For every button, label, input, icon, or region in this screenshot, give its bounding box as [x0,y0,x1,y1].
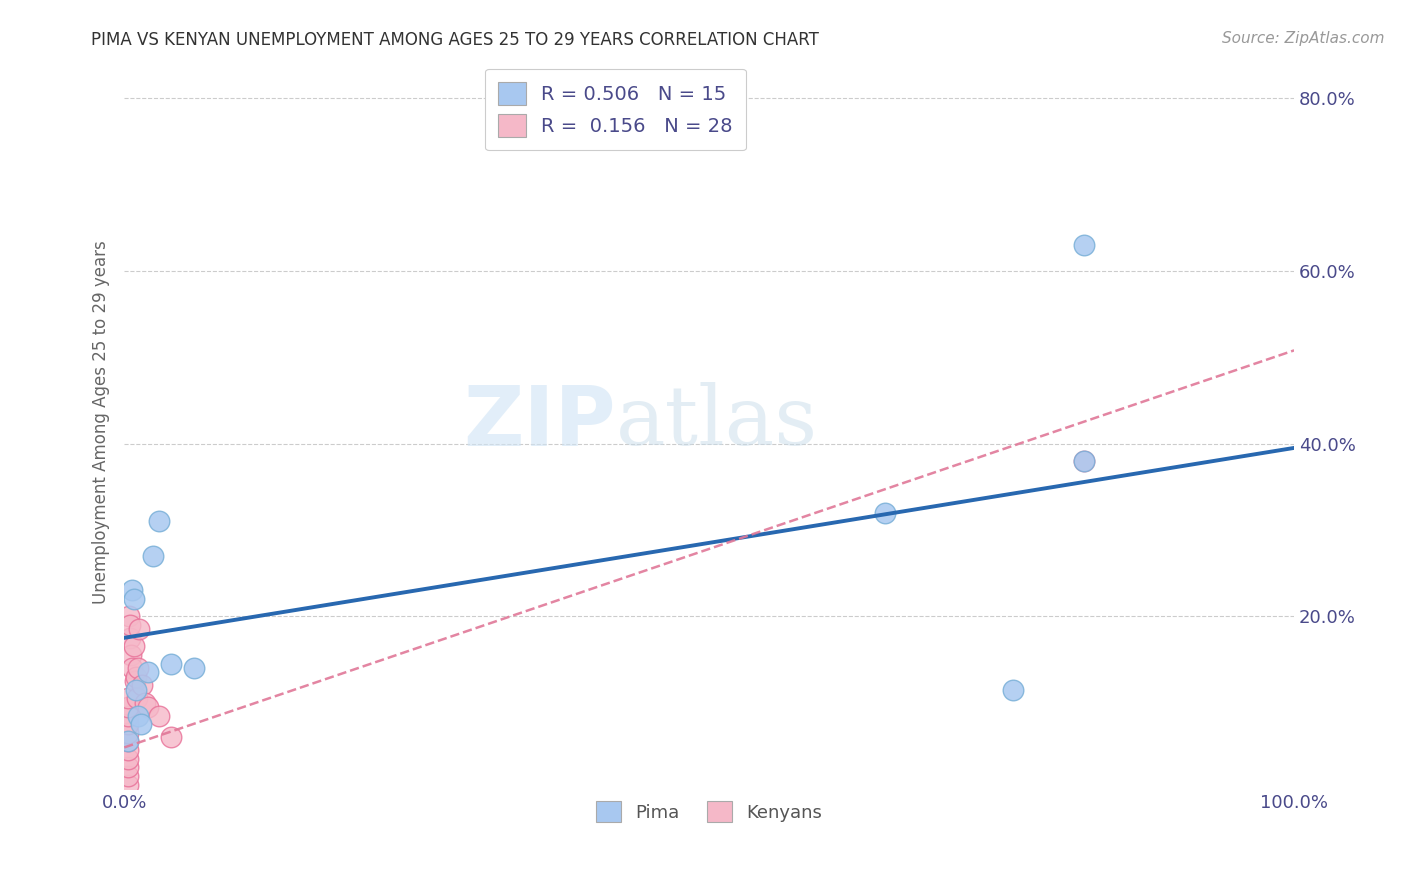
Point [117,734,139,748]
Point [142,549,165,563]
Point [134,696,156,710]
Point [118,609,141,624]
Point [1073,238,1095,252]
Point [127,708,149,723]
Point [183,661,205,675]
Point [125,670,148,684]
Point [117,778,139,792]
Point [129,717,152,731]
Point [117,717,139,731]
Point [122,640,145,654]
Point [127,661,149,675]
Point [117,699,139,714]
Legend: Pima, Kenyans: Pima, Kenyans [586,792,831,831]
Point [148,708,170,723]
Point [120,618,142,632]
Point [1073,454,1095,468]
Point [117,743,139,757]
Y-axis label: Unemployment Among Ages 25 to 29 years: Unemployment Among Ages 25 to 29 years [93,240,110,604]
Point [117,691,139,706]
Point [1002,682,1025,697]
Point [117,726,139,740]
Point [120,648,142,662]
Text: Source: ZipAtlas.com: Source: ZipAtlas.com [1222,31,1385,46]
Text: ZIP: ZIP [463,382,616,463]
Point [160,657,183,671]
Point [124,673,146,688]
Point [120,631,142,645]
Point [121,661,143,675]
Point [117,760,139,774]
Point [160,730,183,744]
Point [127,691,149,706]
Point [1073,454,1095,468]
Point [117,752,139,766]
Point [121,583,143,598]
Point [117,734,139,748]
Point [117,708,139,723]
Point [128,622,150,636]
Point [136,665,159,680]
Point [122,591,145,606]
Text: PIMA VS KENYAN UNEMPLOYMENT AMONG AGES 25 TO 29 YEARS CORRELATION CHART: PIMA VS KENYAN UNEMPLOYMENT AMONG AGES 2… [91,31,820,49]
Point [125,682,148,697]
Point [131,678,153,692]
Point [873,506,896,520]
Point [117,769,139,783]
Text: atlas: atlas [616,382,818,462]
Point [148,514,170,528]
Point [136,699,159,714]
